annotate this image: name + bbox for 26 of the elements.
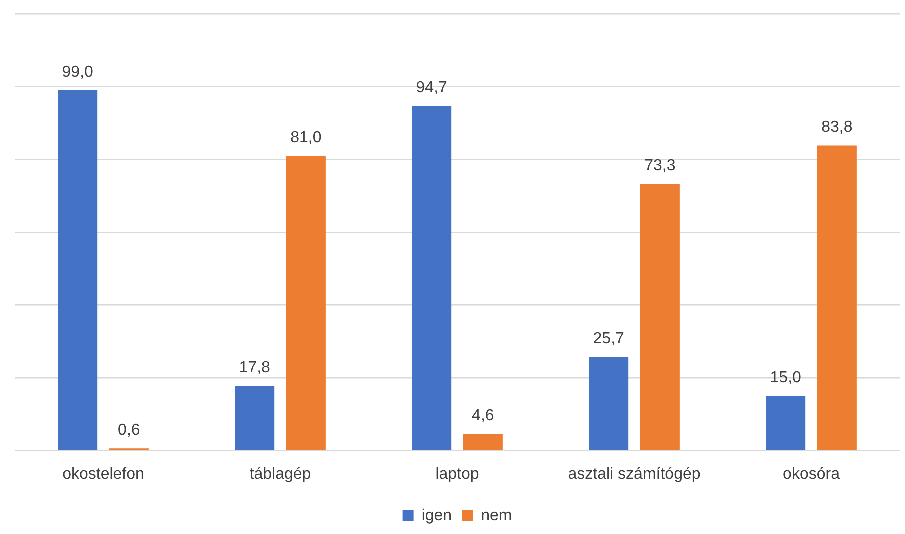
bar bbox=[286, 156, 326, 450]
bar bbox=[412, 106, 452, 450]
bar bbox=[640, 184, 680, 450]
bar bbox=[463, 434, 503, 450]
data-label: 94,7 bbox=[416, 80, 448, 96]
data-label: 15,0 bbox=[770, 370, 802, 387]
bar bbox=[58, 90, 98, 450]
data-label: 25,7 bbox=[593, 330, 625, 348]
data-label: 0,6 bbox=[118, 422, 140, 440]
bar bbox=[589, 357, 629, 450]
data-label: 73,3 bbox=[644, 157, 676, 174]
legend-label: igen bbox=[422, 507, 452, 524]
x-tick-label: okosóra bbox=[783, 466, 840, 483]
data-label: 83,8 bbox=[822, 119, 853, 136]
x-tick-label: asztali számítógép bbox=[568, 466, 701, 483]
data-label: 4,6 bbox=[472, 407, 494, 424]
data-label: 99,0 bbox=[62, 64, 94, 81]
data-label: 17,8 bbox=[239, 359, 271, 376]
x-tick-label: laptop bbox=[436, 466, 480, 483]
bar bbox=[235, 386, 275, 450]
bar bbox=[817, 146, 857, 450]
x-tick-label: táblagép bbox=[250, 466, 312, 483]
data-label: 81,0 bbox=[290, 129, 322, 146]
legend-label: nem bbox=[481, 507, 512, 524]
x-tick-label: okostelefon bbox=[62, 466, 144, 483]
bar bbox=[766, 396, 806, 450]
